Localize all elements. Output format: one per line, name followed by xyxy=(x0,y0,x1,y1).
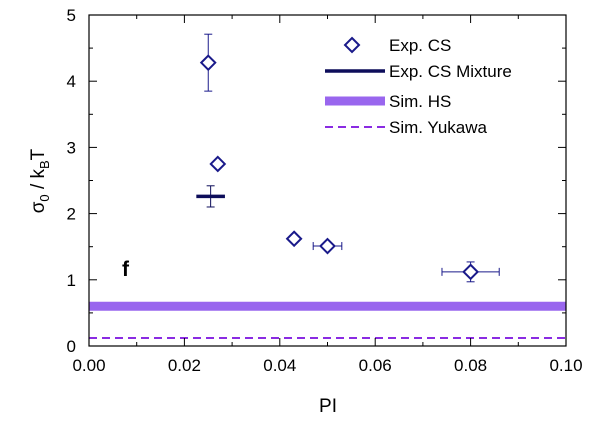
y-label-kb-sub: B xyxy=(37,160,52,169)
y-label-tail: T xyxy=(28,148,49,160)
x-tick-label: 0.02 xyxy=(168,356,201,375)
x-tick-label: 0.00 xyxy=(72,356,105,375)
exp-cs-point xyxy=(209,155,227,173)
y-label-sigma: σ xyxy=(28,201,49,213)
x-tick-label: 0.06 xyxy=(359,356,392,375)
x-axis-label: PI xyxy=(319,396,337,417)
data-layer xyxy=(89,33,566,340)
exp-cs-point xyxy=(319,237,336,255)
y-label-sigma-sub: 0 xyxy=(37,194,52,201)
exp-cs-point xyxy=(285,230,303,248)
x-tick-label: 0.10 xyxy=(549,356,582,375)
legend-label: Exp. CS Mixture xyxy=(389,62,512,81)
y-tick-label: 2 xyxy=(67,205,76,224)
legend-label: Sim. HS xyxy=(389,92,451,111)
y-axis-label: σ0 / kBT xyxy=(28,148,52,213)
x-tick-label: 0.08 xyxy=(454,356,487,375)
exp-cs-point xyxy=(199,54,217,72)
legend: Exp. CS Exp. CS Mixture Sim. HS Sim. Yukawa xyxy=(325,36,512,137)
y-tick-label: 1 xyxy=(67,271,76,290)
y-label-sep: / k xyxy=(28,168,49,194)
exp-cs-point xyxy=(462,263,480,281)
x-tick-label: 0.04 xyxy=(263,356,296,375)
axes: 0.00 0.02 0.04 0.06 0.08 0.10 0 1 2 3 4 5 xyxy=(67,6,583,375)
y-tick-label: 5 xyxy=(67,6,76,25)
legend-label: Exp. CS xyxy=(389,36,451,55)
y-tick-label: 3 xyxy=(67,138,76,157)
y-tick-label: 4 xyxy=(67,72,76,91)
legend-marker-exp-cs xyxy=(343,36,361,54)
y-tick-label: 0 xyxy=(67,337,76,356)
legend-label: Sim. Yukawa xyxy=(389,118,488,137)
panel-label: f xyxy=(122,258,130,281)
